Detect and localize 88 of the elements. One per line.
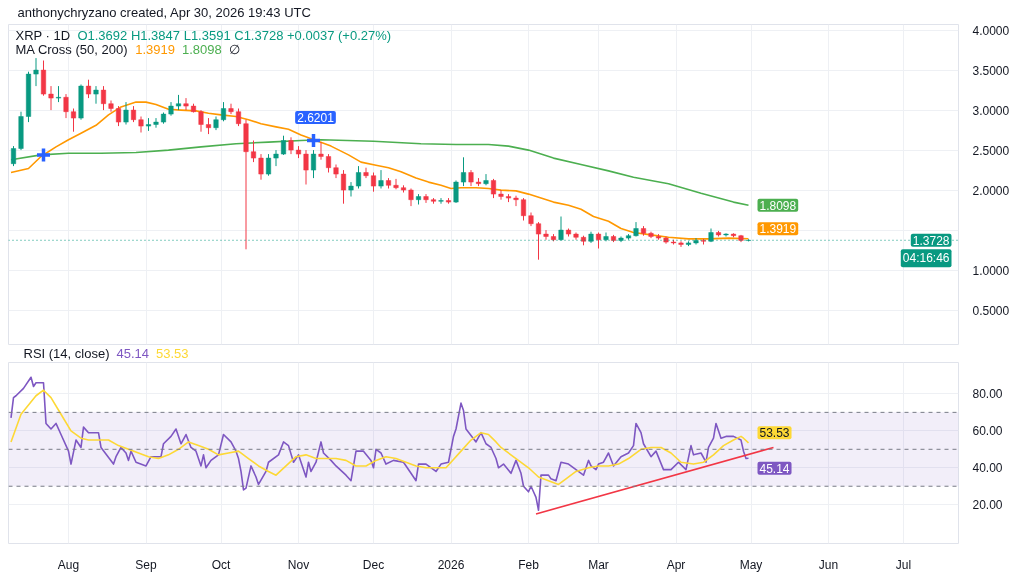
candlestick <box>678 240 684 248</box>
candlestick <box>33 57 39 87</box>
candlestick <box>491 178 496 199</box>
candlestick <box>251 140 256 163</box>
candlestick <box>228 103 234 115</box>
x-tick-label: May <box>739 557 763 572</box>
candlestick <box>356 165 361 189</box>
y-tick-label: 2.0000 <box>972 183 1010 198</box>
candlestick <box>183 97 189 111</box>
candlestick <box>48 85 54 111</box>
y-tick-label: 4.0000 <box>972 23 1010 38</box>
candlestick <box>348 181 354 197</box>
text: anthonychryzano created, Apr 30, 2026 19:43 UTC <box>17 4 311 20</box>
candlestick <box>86 79 91 99</box>
candlestick <box>513 195 519 207</box>
candlestick <box>378 169 384 189</box>
y-tick-label: 1.0000 <box>972 263 1010 278</box>
data-label: 1.8098 <box>759 198 797 213</box>
data-label: 53.53 <box>759 426 790 441</box>
text: 45.14 <box>116 346 150 361</box>
chart-subtitle: O1.3692 H1.3847 L1.3591 C1.3728 +0.0037 (+0.27%) <box>77 28 392 43</box>
ref-line-label: 1.3728 04:16:46 <box>902 233 950 266</box>
candlestick <box>311 149 316 179</box>
x-tick-label: Dec <box>362 557 385 572</box>
candlestick <box>198 109 204 133</box>
candlestick <box>461 156 466 187</box>
y-tick-label: 3.5000 <box>972 63 1010 78</box>
y-tick-label: 40.00 <box>972 461 1003 476</box>
candlestick <box>93 85 99 105</box>
candlestick <box>498 189 504 201</box>
line-series <box>10 101 750 240</box>
candlestick <box>371 172 376 193</box>
chart-title: RSI (14, close) <box>23 346 110 361</box>
candlestick <box>543 229 549 241</box>
candlestick <box>326 153 331 173</box>
candlestick <box>71 108 76 133</box>
candlestick <box>318 141 324 161</box>
candlestick <box>393 178 399 190</box>
candlestick <box>116 105 121 127</box>
candlestick <box>423 193 429 204</box>
text: 1.8098 <box>181 42 222 57</box>
y-tick-label: 3.0000 <box>972 103 1010 118</box>
x-tick-label: 2026 <box>437 557 465 572</box>
x-tick-label: Nov <box>287 557 310 572</box>
data-label: 2.6201 <box>297 110 335 125</box>
candlestick <box>281 135 286 156</box>
x-tick-label: Jul <box>895 557 912 572</box>
candlestick <box>221 101 226 122</box>
y-tick-label: 60.00 <box>972 424 1003 439</box>
candlestick <box>266 153 271 177</box>
candlestick <box>11 145 16 167</box>
line-series <box>10 376 750 512</box>
annotation: ∅ <box>228 42 240 57</box>
text: 1.3919 <box>135 42 175 57</box>
candlestick <box>258 153 264 181</box>
y-tick-label: 2.5000 <box>972 143 1010 158</box>
data-label: 1.3919 <box>759 222 797 237</box>
x-tick-label: Oct <box>211 557 231 572</box>
candlestick <box>273 149 279 167</box>
annotation: MA Cross (50, 200) <box>15 42 128 57</box>
candlestick <box>108 100 114 113</box>
chart-title: XRP · 1D <box>15 28 71 43</box>
candlestick <box>521 197 526 221</box>
candlestick <box>63 93 69 119</box>
candlestick <box>123 101 129 125</box>
x-tick-label: Aug <box>57 557 80 572</box>
candlestick <box>303 149 309 185</box>
data-label: 45.14 <box>759 461 790 476</box>
y-tick-label: 80.00 <box>972 387 1003 402</box>
x-tick-label: Sep <box>135 557 157 572</box>
candlestick <box>341 169 346 205</box>
text: 53.53 <box>155 346 189 361</box>
candlestick <box>153 117 159 129</box>
y-tick-label: 0.5000 <box>972 303 1010 318</box>
candlestick <box>536 221 541 261</box>
candlestick <box>41 60 46 97</box>
candlestick <box>438 197 444 205</box>
x-tick-label: Mar <box>588 557 609 572</box>
y-tick-label: 20.00 <box>972 498 1003 513</box>
x-tick-label: Apr <box>666 557 686 572</box>
candlestick <box>633 221 639 237</box>
candlestick <box>101 85 106 111</box>
candlestick <box>138 116 144 133</box>
x-tick-label: Jun <box>818 557 839 572</box>
x-tick-label: Feb <box>518 557 540 572</box>
line-series <box>10 389 750 486</box>
candlestick <box>483 173 489 186</box>
candlestick <box>363 167 369 179</box>
